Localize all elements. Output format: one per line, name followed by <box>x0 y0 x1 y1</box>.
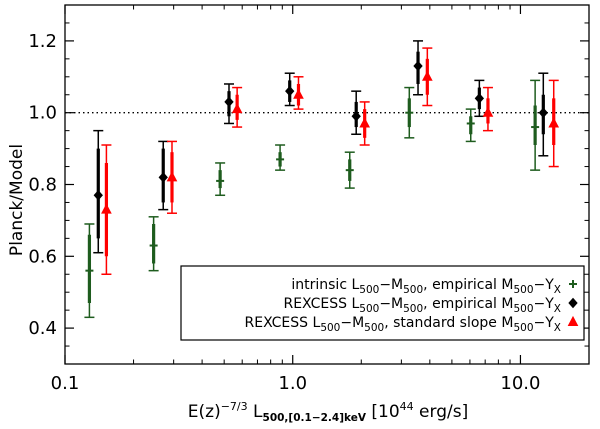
x-tick-label: 10.0 <box>500 373 540 394</box>
legend-label-part: X <box>554 303 561 315</box>
series-0 <box>84 79 541 319</box>
x-title-exp: −7/3 <box>221 400 248 413</box>
x-tick-label: 1.0 <box>278 373 307 394</box>
x-title-unit-tail: erg/s] <box>414 402 469 422</box>
legend-label-part: REXCESS L <box>283 296 359 312</box>
x-tick-label: 0.1 <box>51 373 80 394</box>
legend-label-part: 500 <box>359 303 379 315</box>
y-tick-label: 1.2 <box>28 31 57 52</box>
data-point <box>474 93 485 104</box>
legend-label-part: −Y <box>534 277 555 293</box>
data-point <box>101 203 112 214</box>
legend-label-part: 500 <box>403 303 423 315</box>
legend-label-part: intrinsic L <box>291 277 359 293</box>
x-axis-title: E(z)−7/3 L500,[0.1−2.4]keV [1044 erg/s] <box>188 400 468 424</box>
data-point <box>93 190 103 201</box>
legend-label-part: −M <box>340 315 364 331</box>
data-point <box>548 117 560 128</box>
legend-marker <box>569 280 577 288</box>
legend-label-part: 500 <box>513 303 533 315</box>
legend-marker <box>567 315 579 326</box>
data-point <box>158 172 168 183</box>
legend-label-part: 500 <box>403 284 423 296</box>
data-point <box>276 155 285 164</box>
data-point <box>531 123 540 132</box>
legend-label-part: 500 <box>513 284 533 296</box>
data-point <box>405 108 414 117</box>
legend-label: intrinsic L500−M500, empirical M500−YX <box>291 277 561 296</box>
legend-label-part: −Y <box>534 315 555 331</box>
data-point <box>231 103 243 114</box>
legend-label: REXCESS L500−M500, empirical M500−YX <box>283 296 561 315</box>
data-layer <box>84 40 560 319</box>
data-point <box>85 266 94 275</box>
legend-label-part: 500 <box>320 322 340 334</box>
x-title-sub: 500,[0.1−2.4]keV <box>263 412 367 424</box>
series-2 <box>101 47 560 275</box>
data-point <box>345 166 354 175</box>
x-title-unit: [10 <box>366 402 400 422</box>
data-point <box>224 96 234 108</box>
x-title-unit-exp: 44 <box>400 400 414 413</box>
x-title-prefix: E(z) <box>188 402 221 422</box>
data-point <box>466 119 475 128</box>
y-tick-label: 0.4 <box>28 318 57 339</box>
legend-box <box>180 265 585 341</box>
legend-label-part: 500 <box>513 322 533 334</box>
y-tick-label: 0.8 <box>28 175 57 196</box>
x-title-sym: L <box>248 402 263 422</box>
legend-marker <box>568 297 578 309</box>
y-tick-label: 1.0 <box>28 103 57 124</box>
legend-label-part: , empirical M <box>423 296 513 312</box>
legend-label-part: X <box>554 322 561 334</box>
data-point <box>538 107 548 118</box>
data-point <box>359 117 371 128</box>
data-point <box>293 88 304 99</box>
series-1 <box>93 40 549 254</box>
legend-label-part: , standard slope M <box>384 315 513 331</box>
legend-label-part: REXCESS L <box>245 315 321 331</box>
legend-label-part: X <box>554 284 561 296</box>
ticks-layer: 0.4 0.6 0.8 1.0 1.2 0.1 1.0 10.0 <box>28 4 590 394</box>
legend: intrinsic L500−M500, empirical M500−YXRE… <box>180 265 585 341</box>
data-point <box>149 241 158 250</box>
data-point <box>421 70 433 81</box>
legend-label-part: 500 <box>359 284 379 296</box>
data-point <box>166 171 178 182</box>
legend-label-part: −M <box>379 277 403 293</box>
data-point <box>351 111 361 122</box>
y-axis-title: Planck/Model <box>7 144 27 256</box>
legend-label-part: , empirical M <box>423 277 513 293</box>
legend-label-part: −M <box>379 296 403 312</box>
y-tick-label: 0.6 <box>28 246 57 267</box>
data-point <box>413 60 423 72</box>
legend-label: REXCESS L500−M500, standard slope M500−Y… <box>245 315 561 334</box>
data-point <box>482 106 494 117</box>
legend-label-part: −Y <box>534 296 555 312</box>
data-point <box>285 85 295 97</box>
data-point <box>216 176 225 185</box>
legend-label-part: 500 <box>364 322 384 334</box>
